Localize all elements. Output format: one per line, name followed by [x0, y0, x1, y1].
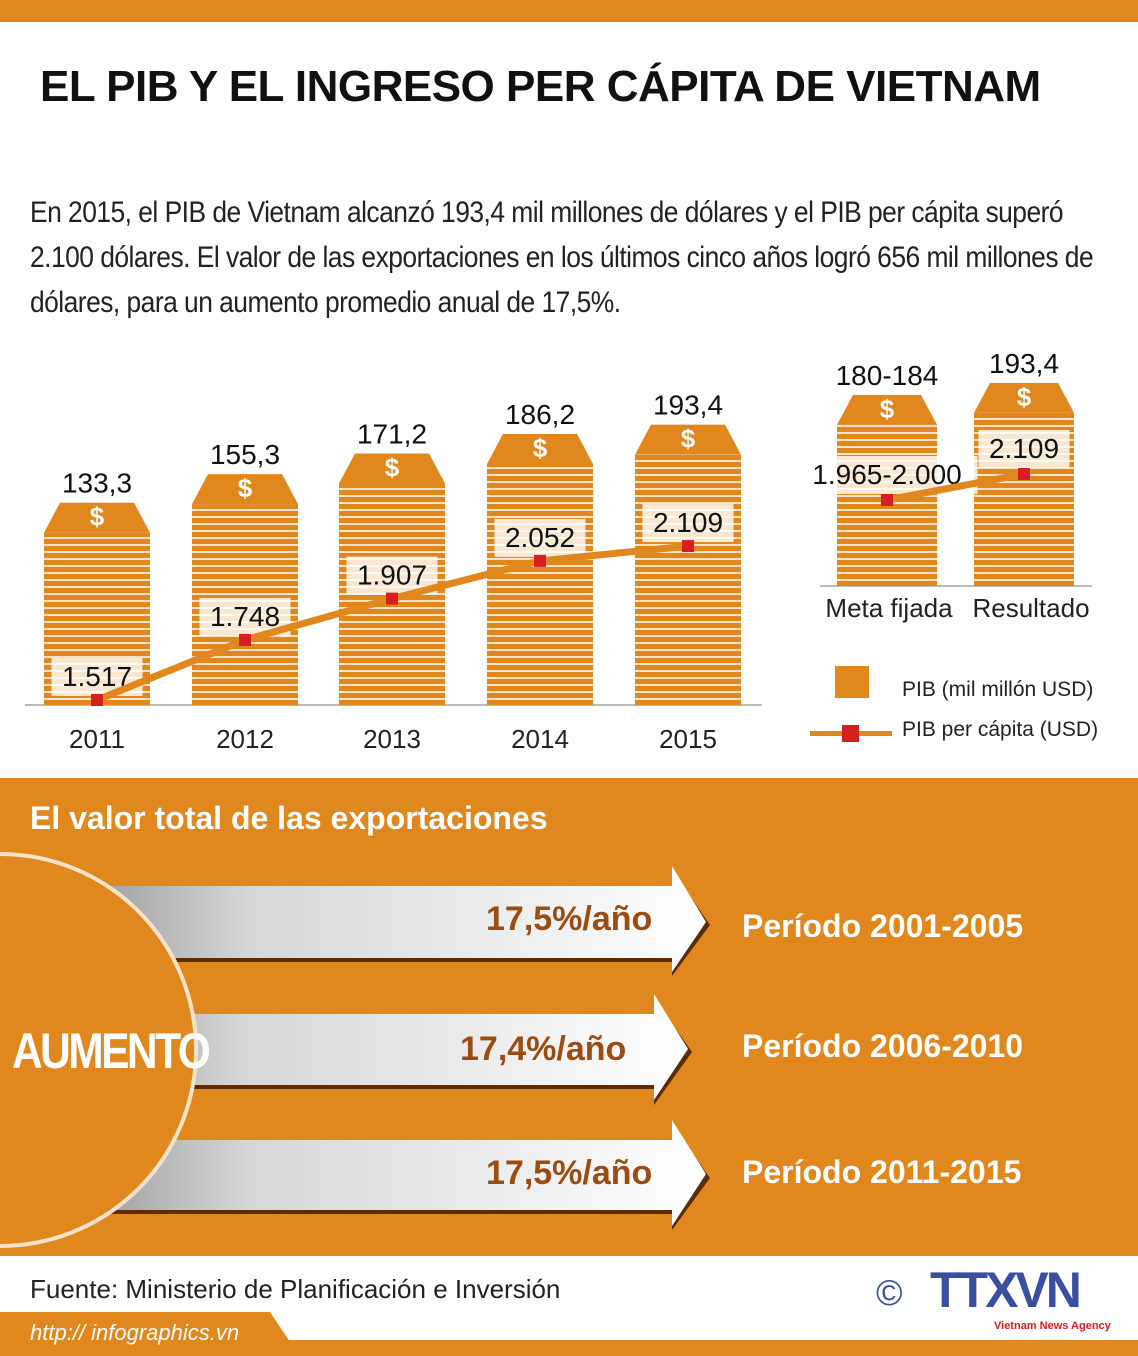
right-bar-cap-1 — [974, 382, 1074, 413]
dollar-icon: $ — [533, 433, 548, 463]
bar-label-1: 155,3 — [210, 439, 280, 470]
category-label-2: 2013 — [363, 724, 421, 754]
period-2: Período 2006-2010 — [742, 1028, 1024, 1064]
ttxvn-logo: TTXVN — [930, 1262, 1082, 1318]
bar-label-3: 186,2 — [505, 399, 575, 430]
bar-label-0: 133,3 — [62, 468, 132, 499]
line-label-3: 2.052 — [505, 522, 575, 553]
page-title: EL PIB Y EL INGRESO PER CÁPITA DE VIETNA… — [40, 62, 1041, 111]
rate-1: 17,5%/año — [486, 900, 653, 938]
line-label-bg-3 — [494, 518, 586, 557]
dollar-icon: $ — [238, 473, 253, 503]
dollar-icon: $ — [90, 502, 105, 532]
category-label-0: 2011 — [69, 724, 125, 754]
bottom-bar — [0, 1340, 1138, 1356]
line-label-1: 1.748 — [210, 601, 280, 632]
legend-marker — [842, 725, 859, 742]
right-bar-label-1: 193,4 — [989, 348, 1059, 379]
logo-subtitle: Vietnam News Agency — [994, 1320, 1111, 1332]
aumento-label: AUMENTO — [12, 1023, 211, 1079]
right-line — [886, 470, 1025, 504]
top-bar — [0, 0, 1138, 22]
line-marker-3 — [534, 554, 546, 567]
dollar-icon: $ — [681, 424, 696, 454]
exports-title: El valor total de las exportaciones — [30, 800, 548, 836]
bar-label-2: 171,2 — [357, 418, 427, 449]
period-1: Período 2001-2005 — [742, 908, 1024, 944]
bar-label-4: 193,4 — [653, 390, 723, 421]
line-marker-4 — [682, 540, 694, 553]
right-line-marker-0 — [881, 494, 893, 506]
right-line-marker-1 — [1018, 468, 1030, 480]
line-marker-1 — [239, 633, 251, 646]
legend-bar-label: PIB (mil millón USD) — [902, 678, 1094, 701]
rate-3: 17,5%/año — [486, 1154, 653, 1192]
bar-cap-0 — [44, 502, 150, 533]
bar-cap-1 — [192, 474, 298, 505]
right-line-label-1: 2.109 — [989, 433, 1059, 464]
dollar-icon: $ — [385, 452, 400, 482]
dollar-icon: $ — [880, 394, 895, 424]
intro-text: En 2015, el PIB de Vietnam alcanzó 193,4… — [30, 196, 1094, 319]
aumento-circle — [0, 852, 198, 1248]
right-category-label-1: Resultado — [972, 593, 1089, 623]
rate-2: 17,4%/año — [460, 1030, 627, 1068]
category-label-3: 2014 — [511, 724, 569, 754]
url-banner — [0, 1312, 290, 1342]
right-line-label-bg-1 — [978, 430, 1070, 468]
line-label-2: 1.907 — [357, 560, 427, 591]
copyright-icon: © — [876, 1272, 903, 1313]
line-marker-0 — [91, 694, 103, 706]
bar-cap-3 — [487, 433, 593, 464]
period-3: Período 2011-2015 — [742, 1154, 1022, 1190]
line-label-bg-4 — [642, 504, 734, 543]
right-bar-cap-0 — [837, 394, 937, 425]
bar-3 — [487, 463, 593, 705]
arrow-3 — [0, 1120, 710, 1230]
bar-cap-4 — [635, 424, 741, 455]
bar-cap-2 — [339, 453, 445, 484]
gdp-chart: $133,3 2011 $155,3 2012 $171,2 2013 $186,2 2014… — [25, 348, 1092, 754]
legend-bar-swatch — [835, 666, 869, 698]
site-link[interactable]: http:// infographics.vn — [30, 1320, 240, 1345]
arrow-1 — [0, 866, 710, 976]
right-category-label-0: Meta fijada — [825, 593, 953, 623]
chart-marks: $133,3 2011 $155,3 2012 $171,2 2013 $186,2 2014… — [44, 348, 1090, 754]
legend-line-label: PIB per cápita (USD) — [902, 718, 1099, 741]
right-bar-label-0: 180-184 — [836, 360, 939, 391]
source-text: Fuente: Ministerio de Planificación e In… — [30, 1274, 561, 1304]
category-label-1: 2012 — [216, 724, 274, 754]
right-line-label-0: 1.965-2.000 — [812, 459, 961, 490]
category-label-4: 2015 — [659, 724, 717, 754]
line-marker-2 — [386, 592, 398, 605]
line-label-4: 2.109 — [653, 507, 723, 538]
bar-4 — [635, 454, 741, 705]
dollar-icon: $ — [1017, 382, 1032, 412]
